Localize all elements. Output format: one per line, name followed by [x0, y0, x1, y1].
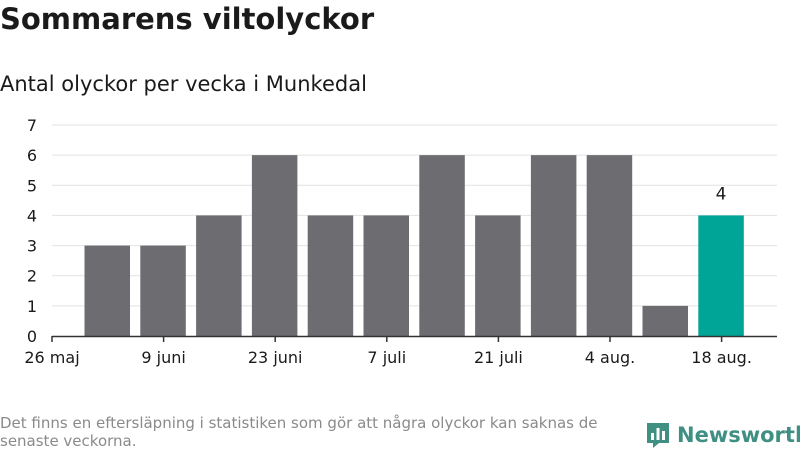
bar: [642, 305, 688, 336]
bar: [475, 215, 521, 336]
chart-subtitle: Antal olyckor per vecka i Munkedal: [0, 72, 367, 96]
x-tick-label: 4 aug.: [585, 348, 635, 367]
bar-chart-logo-icon: [647, 423, 669, 448]
y-tick-label: 3: [27, 237, 37, 256]
bar: [84, 245, 130, 336]
y-tick-label: 1: [27, 297, 37, 316]
y-tick-label: 4: [27, 206, 37, 225]
brand-name: Newsworthy: [677, 423, 800, 447]
x-tick-label: 9 juni: [141, 348, 185, 367]
x-tick-label: 21 juli: [474, 348, 523, 367]
bar-chart: 0 1 2 3 4 5 6 7 4 26 maj 9 juni 23 juni 7 juli 21 jul…: [24, 116, 777, 367]
bar: [530, 155, 577, 336]
y-tick-label: 6: [27, 146, 37, 165]
x-tick-label: 18 aug.: [691, 348, 752, 367]
bar: [698, 215, 744, 336]
bar: [419, 155, 465, 336]
bar: [307, 215, 354, 336]
y-tick-label: 7: [27, 116, 37, 135]
x-tick-label: 23 juni: [248, 348, 303, 367]
x-tick-label: 26 maj: [24, 348, 79, 367]
bar: [196, 215, 242, 336]
bar: [586, 155, 633, 336]
bar: [140, 245, 186, 336]
bar: [363, 215, 409, 336]
x-tick-label: 7 juli: [367, 348, 406, 367]
bar: [251, 155, 298, 336]
y-tick-label: 5: [27, 176, 37, 195]
footnote: Det finns en eftersläpning i statistiken…: [0, 414, 598, 450]
y-tick-label: 2: [27, 267, 37, 286]
data-label: 4: [716, 184, 727, 204]
newsworthy-brand[interactable]: Newsworthy: [645, 420, 800, 450]
chart-title: Sommarens viltolyckor: [0, 2, 375, 36]
y-tick-label: 0: [27, 327, 37, 346]
